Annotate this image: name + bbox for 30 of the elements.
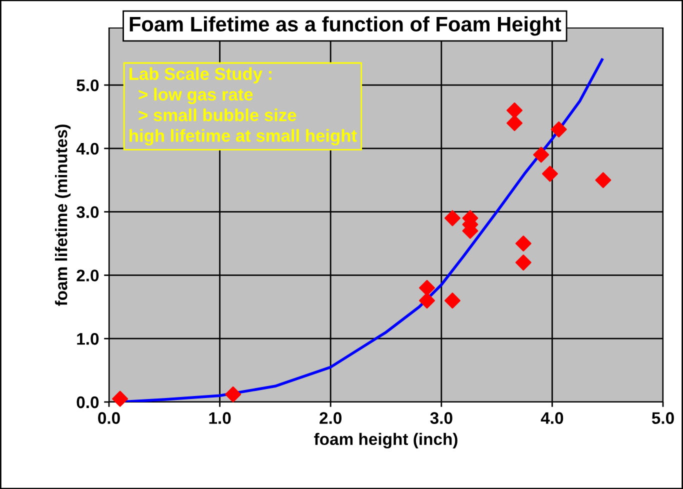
y-tick-label: 2.0: [76, 270, 99, 282]
annotation: Lab Scale Study : > low gas rate > small bubble size high lifetime at small height: [130, 67, 357, 146]
x-tick-label: 0.0: [98, 412, 120, 424]
x-axis-title: foam height (inch): [314, 432, 458, 448]
y-tick-label: 3.0: [76, 206, 99, 218]
point: [533, 146, 550, 163]
point: [419, 292, 435, 309]
x-tick-label: 5.0: [652, 412, 674, 424]
y-tick-label: 5.0: [76, 79, 99, 92]
y-tick-label: 4.0: [76, 142, 99, 155]
y-axis-title: foam lifetime (minutes): [55, 124, 71, 306]
point: [506, 102, 523, 118]
point: [515, 236, 532, 252]
point: [515, 254, 532, 271]
y-tick-label: 1.0: [77, 333, 99, 345]
point: [444, 292, 460, 309]
chart-title: Foam Lifetime as a function of Foam Height: [130, 16, 562, 36]
x-tick-label: 3.0: [430, 412, 452, 424]
x-tick-label: 4.0: [540, 412, 564, 424]
point: [595, 172, 612, 188]
point: [225, 386, 242, 402]
point: [506, 115, 523, 132]
point: [444, 210, 460, 226]
point: [112, 390, 128, 407]
y-tick-label: 0.0: [76, 396, 99, 408]
x-tick-label: 2.0: [320, 412, 342, 424]
point: [542, 166, 558, 182]
x-tick-label: 1.0: [209, 412, 231, 424]
point: [419, 280, 435, 296]
point: [550, 121, 567, 138]
